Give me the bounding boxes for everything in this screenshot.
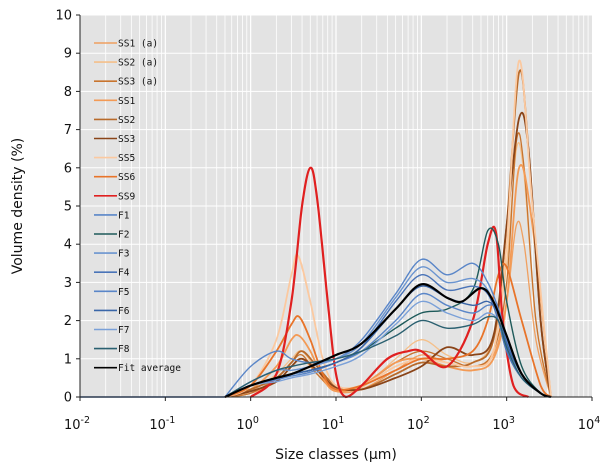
y-tick-label: 6 — [64, 161, 72, 176]
legend-label-f2: F2 — [118, 230, 129, 241]
legend-label-ss1: SS1 — [118, 96, 135, 107]
legend-label-f8: F8 — [118, 344, 130, 355]
x-tick-label: 101 — [322, 415, 345, 433]
series-line-ss6 — [224, 262, 552, 398]
x-tick-label: 102 — [407, 415, 430, 433]
legend-label-ss6: SS6 — [118, 172, 135, 183]
legend-label-ss2: SS2 — [118, 115, 135, 126]
legend-label-ss3: SS3 — [118, 134, 135, 145]
y-tick-label: 1 — [64, 352, 72, 367]
y-tick-label: 9 — [64, 47, 72, 62]
series-lines — [80, 59, 552, 399]
y-tick-label: 3 — [64, 276, 72, 291]
y-axis-label: Volume density (%) — [10, 138, 26, 275]
legend-label-ss3-a: SS3 (a) — [118, 77, 158, 88]
series-line-fit-average — [224, 283, 552, 399]
series-line-ss5 — [224, 59, 552, 398]
y-tick-label: 2 — [64, 314, 72, 329]
legend-label-f4: F4 — [118, 268, 130, 279]
series-line-ss1 — [224, 164, 552, 398]
x-tick-label: 10-1 — [149, 415, 175, 433]
x-tick-label: 100 — [236, 415, 259, 433]
x-axis-label: Size classes (µm) — [275, 447, 397, 463]
legend-label-ss9: SS9 — [118, 191, 135, 202]
legend-label-ss5: SS5 — [118, 153, 135, 164]
x-tick-label: 10-2 — [64, 415, 90, 433]
x-tick-label: 103 — [492, 415, 515, 433]
series-line-f8 — [224, 315, 552, 398]
y-tick-label: 10 — [55, 9, 72, 24]
legend-label-f5: F5 — [118, 287, 129, 298]
legend-label-f3: F3 — [118, 249, 129, 260]
legend-label-fit-average: Fit average — [118, 363, 181, 374]
x-tick-labels: 10-2 10-1 100 101 102 103 104 — [64, 397, 600, 433]
legend-label-f7: F7 — [118, 325, 129, 336]
x-tick-label: 104 — [578, 415, 601, 433]
legend-label-f6: F6 — [118, 306, 130, 317]
y-tick-labels: 0 1 2 3 4 5 6 7 8 9 10 — [55, 9, 80, 406]
legend-label-ss2-a: SS2 (a) — [118, 58, 158, 69]
legend-label-ss1-a: SS1 (a) — [118, 39, 158, 50]
y-tick-label: 5 — [64, 200, 72, 215]
series-line-f5 — [224, 292, 552, 398]
y-tick-label: 7 — [64, 123, 72, 138]
y-tick-label: 8 — [64, 85, 72, 100]
series-line-ss9 — [249, 166, 530, 399]
legend-label-f1: F1 — [118, 210, 130, 221]
legend: SS1 (a) SS2 (a) SS3 (a) SS1 SS2 SS3 SS5 SS6 SS9 F… — [94, 39, 181, 374]
y-tick-label: 4 — [64, 238, 72, 253]
y-tick-label: 0 — [64, 391, 72, 406]
